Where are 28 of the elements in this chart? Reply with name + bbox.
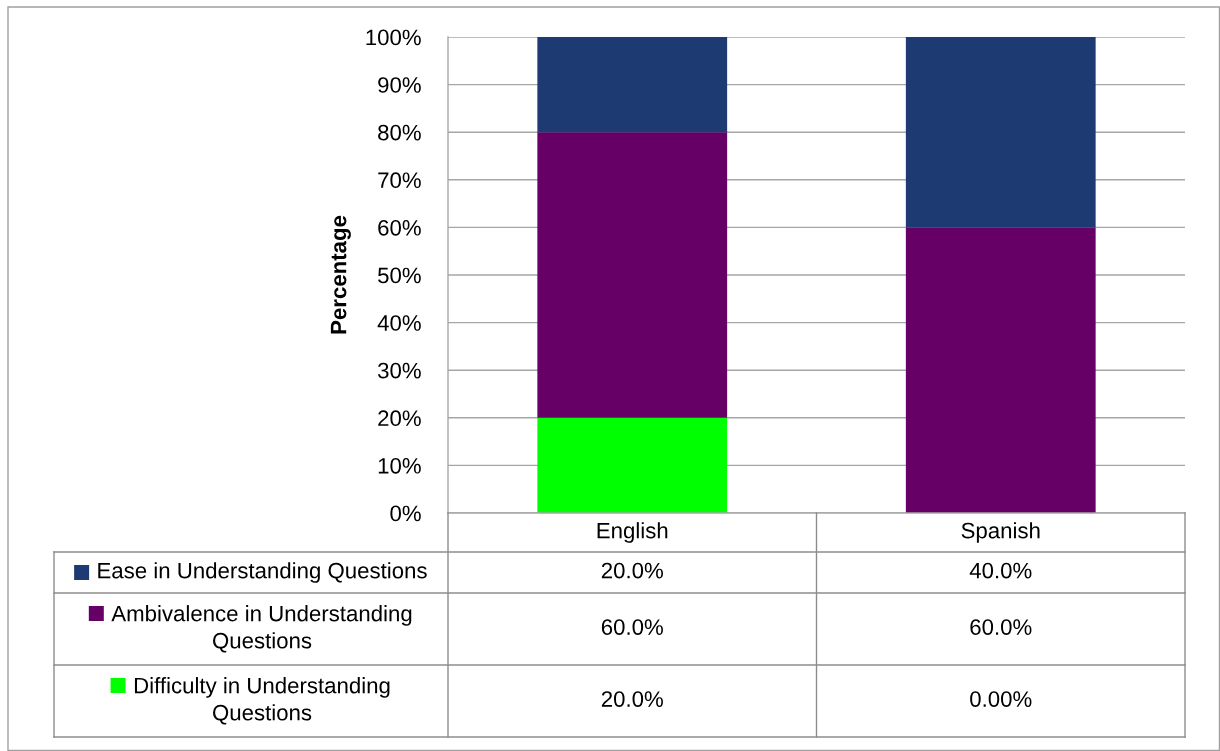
legend-label: Ambivalence in Understanding Questions	[111, 605, 412, 653]
y-tick-label: 10%	[378, 457, 421, 474]
y-tick-label: 60%	[378, 219, 421, 236]
bar	[537, 132, 728, 418]
data-label: 60.0%	[970, 619, 1032, 635]
data-label: 40.0%	[969, 562, 1032, 579]
bar	[537, 37, 728, 133]
bar	[905, 227, 1096, 513]
y-tick-label: 30%	[377, 362, 421, 379]
y-axis-title: Percentage	[330, 215, 351, 334]
y-tick-label: 100%	[366, 29, 421, 46]
data-label: 60.0%	[601, 619, 663, 635]
x-tick-label: English	[597, 522, 668, 543]
x-tick-label: Spanish	[961, 522, 1040, 543]
bar	[905, 37, 1096, 228]
y-tick-label: 20%	[378, 410, 421, 427]
data-label: 0.00%	[970, 691, 1032, 707]
y-tick-label: 0%	[390, 505, 421, 522]
legend-label: Ease in Understanding Questions	[98, 562, 427, 583]
y-tick-label: 40%	[377, 315, 421, 331]
legend-label: Difficulty in Understanding Questions	[134, 677, 390, 725]
data-label: 20.0%	[601, 562, 663, 579]
data-label: 20.0%	[601, 691, 663, 707]
y-tick-label: 90%	[378, 77, 421, 93]
y-tick-label: 80%	[378, 124, 421, 141]
bar	[537, 417, 728, 513]
y-tick-label: 70%	[378, 172, 421, 189]
y-tick-label: 50%	[378, 267, 421, 284]
